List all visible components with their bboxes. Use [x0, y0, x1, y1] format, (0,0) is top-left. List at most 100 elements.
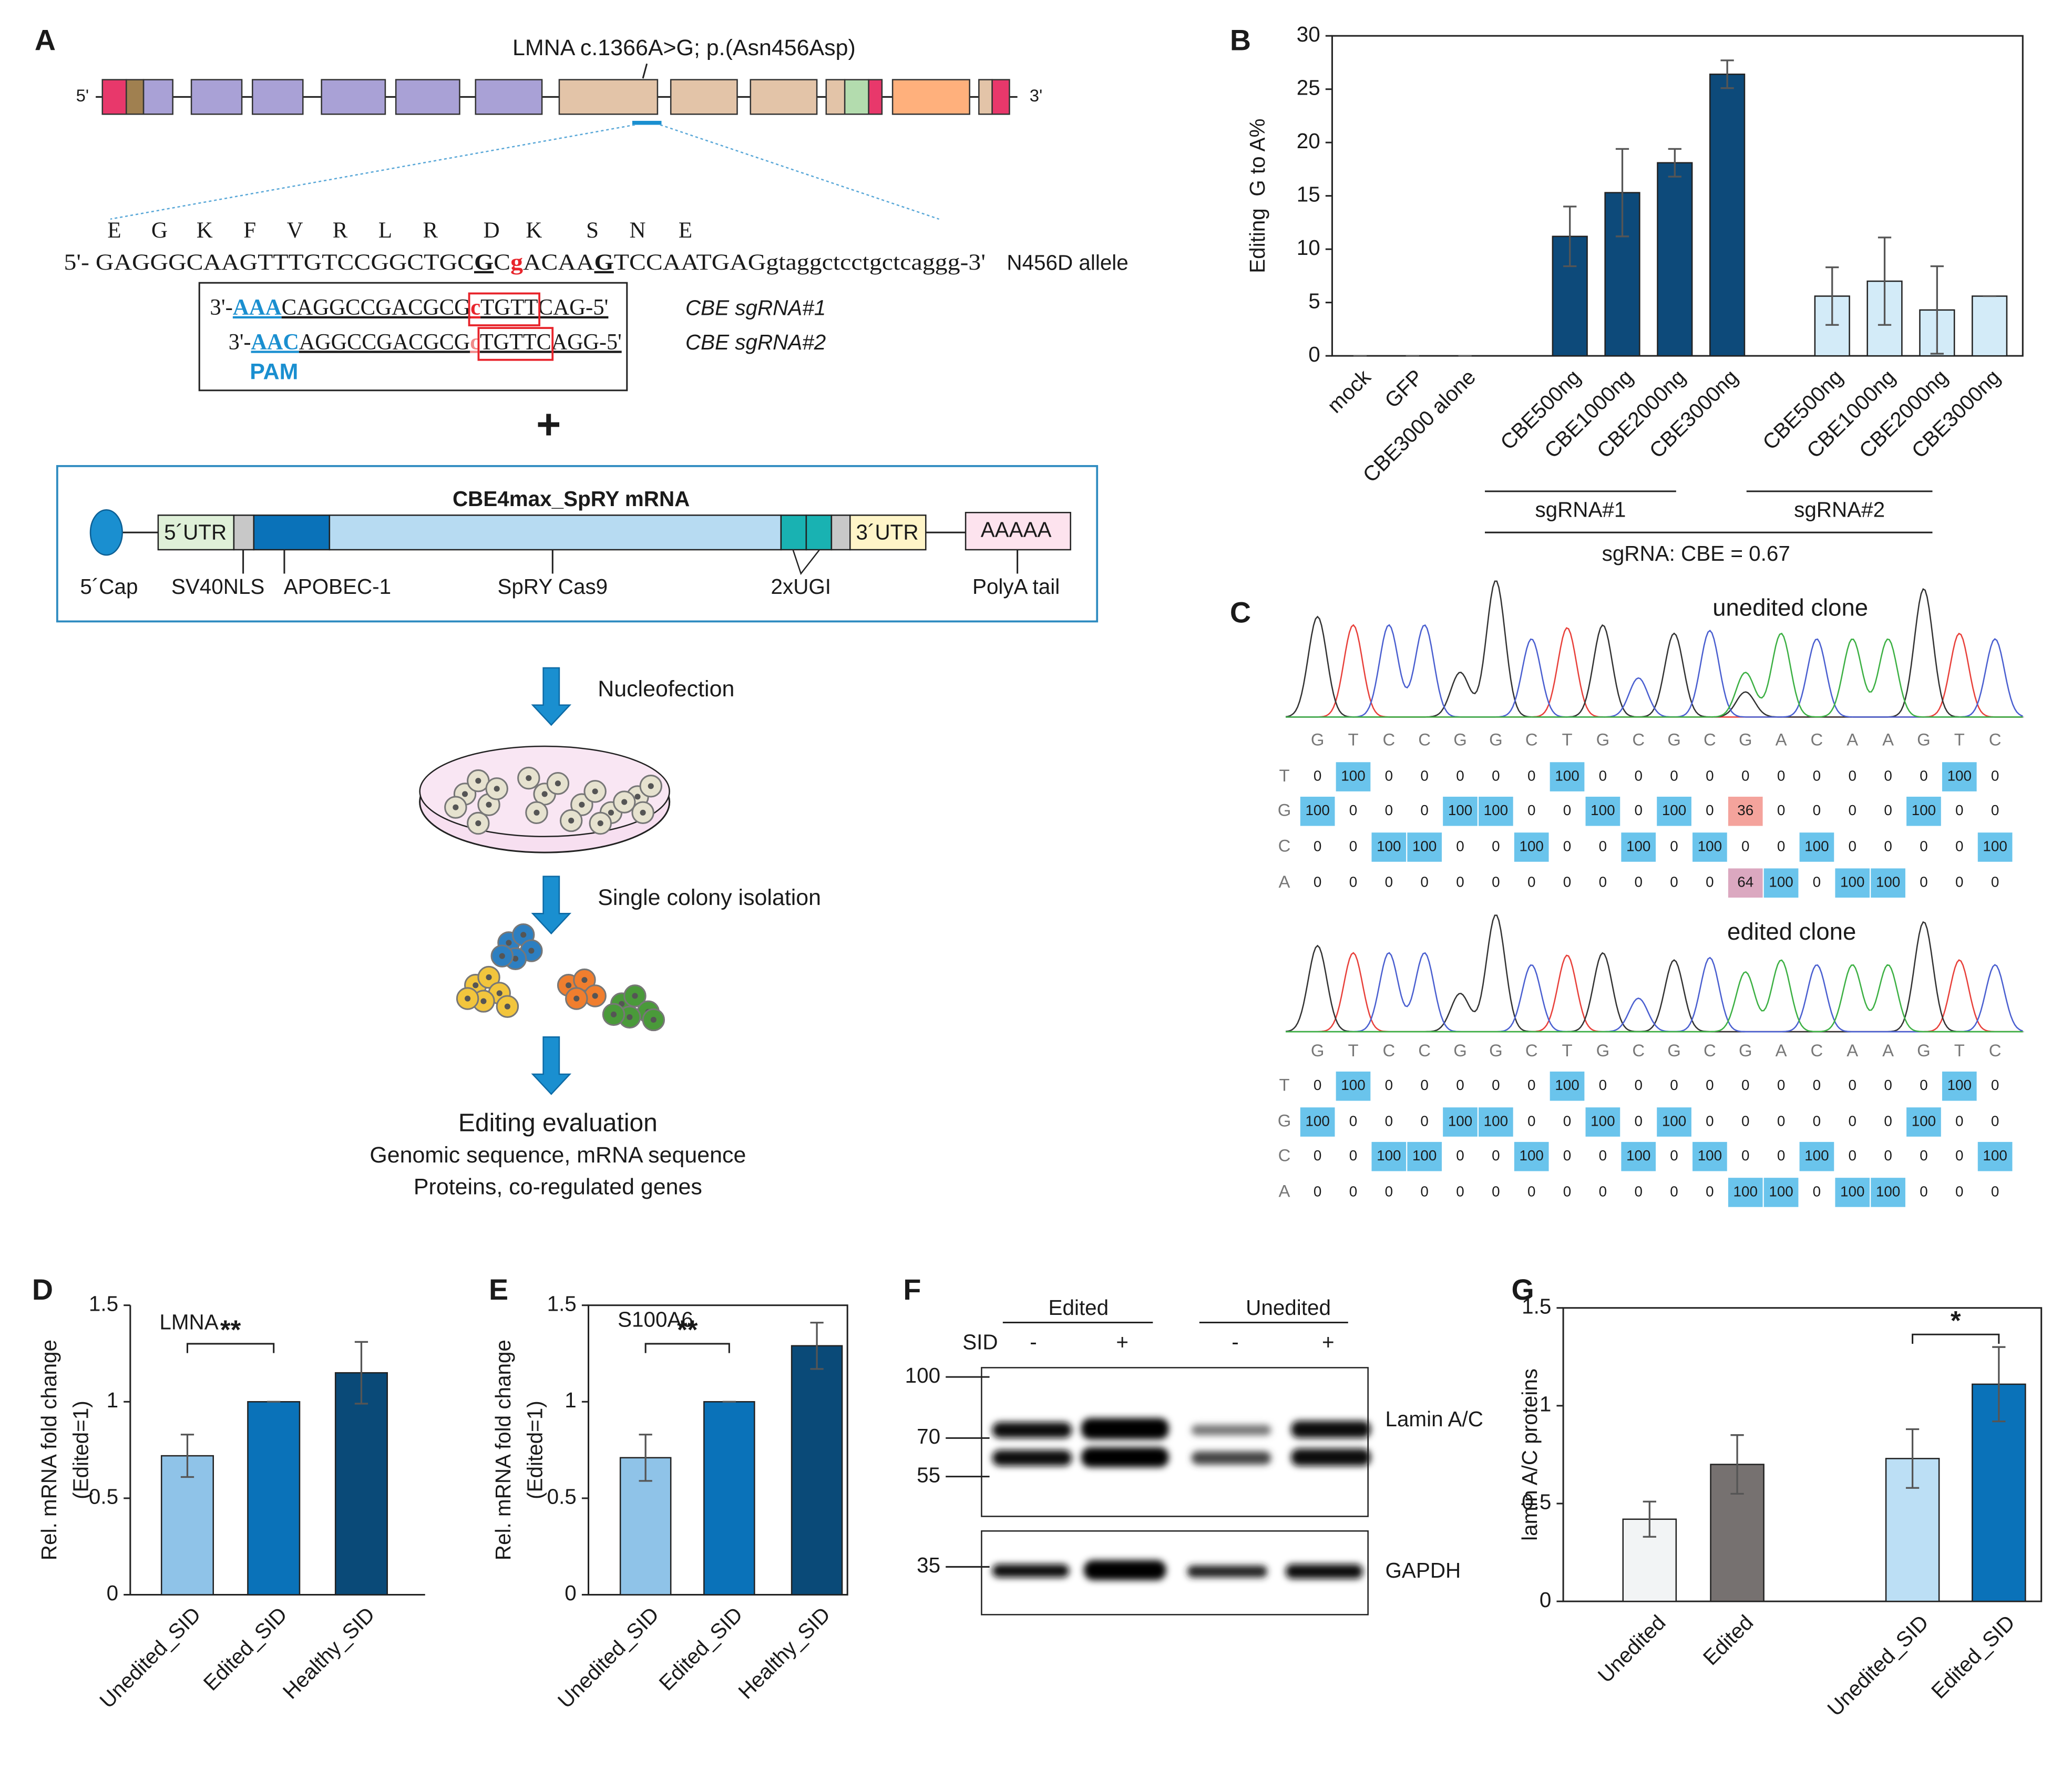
cell-value: 0: [1420, 802, 1428, 818]
mutation-label: LMNA c.1366A>G; p.(Asn456Asp): [512, 35, 856, 60]
cell-highlight: [1942, 1071, 1977, 1101]
y-tick-label: 20: [1297, 129, 1320, 153]
cell-value: 0: [1920, 1147, 1927, 1164]
nucleus: [496, 990, 502, 996]
cell-highlight: [1799, 1141, 1834, 1171]
nucleus: [581, 977, 588, 983]
base-call: G: [1489, 730, 1503, 749]
significance-bracket: [644, 1343, 730, 1353]
error-bar: [1905, 1428, 1920, 1489]
blot-group: Unedited: [1246, 1295, 1331, 1320]
row-label: T: [1279, 1075, 1289, 1094]
x-tick-label: Edited_SID: [654, 1602, 747, 1695]
guide-sequence: 3'-AACAGGCCGACGCGcTGTTCAGG-5': [229, 330, 622, 354]
bar: [1972, 295, 2008, 357]
y-axis-label: Editing G to A%: [1245, 119, 1269, 273]
seq-part: TCCAATGAG: [614, 250, 766, 275]
nucleus: [640, 809, 646, 816]
cell-value: 0: [1385, 802, 1393, 818]
nucleus: [555, 780, 561, 787]
cell-value: 0: [1991, 1113, 1999, 1129]
exon: [844, 79, 869, 115]
guide-part: CAGGCCGACGCG: [282, 295, 470, 320]
error-bar: [639, 1434, 652, 1482]
cell-highlight: [1336, 762, 1371, 791]
cell-value: 0: [1563, 874, 1571, 890]
nucleus: [634, 794, 641, 800]
nucleus: [480, 998, 487, 1004]
cell-value: 0: [1456, 767, 1464, 784]
cell-value: 0: [1420, 874, 1428, 890]
step-label: Nucleofection: [598, 676, 734, 702]
panel-label: A: [35, 24, 56, 57]
cell-value: 100: [1626, 1147, 1650, 1164]
target-box: [468, 292, 540, 326]
cell-highlight: [1300, 796, 1335, 826]
cell-highlight: [1407, 1141, 1442, 1171]
cell-value: 0: [1634, 802, 1642, 818]
nucleus: [494, 786, 500, 792]
base-call: G: [1596, 730, 1610, 749]
cell-value: 100: [1769, 874, 1793, 890]
trace: [1286, 624, 2023, 718]
cell-value: 100: [1341, 1077, 1365, 1093]
error-bar: [1563, 205, 1577, 267]
cell-value: 0: [1706, 802, 1714, 818]
base-call: G: [1453, 1041, 1467, 1060]
significance-label: *: [1951, 1305, 1961, 1335]
cell-value: 0: [1777, 767, 1785, 784]
cell-highlight: [1763, 868, 1799, 898]
cell-value: 0: [1849, 1113, 1856, 1129]
cell-value: 0: [1385, 874, 1393, 890]
cell-value: 0: [1456, 1077, 1464, 1093]
panel-label: D: [32, 1273, 53, 1306]
amino-acid: K: [526, 218, 542, 243]
nucleus: [610, 1011, 617, 1017]
cell-highlight: [1728, 868, 1763, 898]
group-label: sgRNA#2: [1794, 497, 1885, 521]
base-call: A: [1776, 1041, 1787, 1060]
cell-value: 0: [1955, 874, 1963, 890]
cell-value: 0: [1991, 1183, 1999, 1199]
row-label: G: [1278, 1111, 1291, 1130]
cell-value: 0: [1884, 802, 1892, 818]
cell-value: 0: [1349, 1113, 1357, 1129]
cell-value: 100: [1377, 838, 1401, 854]
error-bar: [354, 1341, 368, 1405]
nucleus: [568, 817, 575, 824]
lane-label: +: [1116, 1330, 1129, 1354]
cell-value: 0: [1849, 838, 1856, 854]
cell-highlight: [1763, 1178, 1799, 1207]
x-tick-label: Unedited_SID: [95, 1602, 205, 1713]
cell-highlight: [1371, 832, 1407, 862]
cell-value: 100: [1912, 802, 1936, 818]
cell-highlight: [1479, 796, 1513, 826]
cell-value: 0: [1920, 1077, 1927, 1093]
cell-value: 0: [1849, 1077, 1856, 1093]
y-tick-label: 15: [1297, 182, 1320, 206]
utr3-label: 3´UTR: [856, 520, 919, 544]
y-axis-label: lamin A/C proteins: [1517, 1368, 1542, 1541]
base-call: A: [1847, 730, 1858, 749]
row-label: T: [1279, 766, 1289, 785]
base-call: C: [1632, 730, 1645, 749]
panel-label: C: [1230, 596, 1251, 629]
mutation-tick: [642, 63, 648, 79]
cell-value: 100: [1840, 1183, 1864, 1199]
cell-value: 0: [1884, 767, 1892, 784]
exon: [558, 79, 659, 115]
cell-value: 100: [1341, 767, 1365, 784]
exon: [321, 79, 386, 115]
nucleus: [461, 791, 468, 797]
cell-value: 100: [1804, 838, 1829, 854]
y-tick-label: 0.5: [89, 1485, 118, 1509]
guide-part: AAC: [251, 330, 299, 354]
x-tick-label: Edited: [1698, 1610, 1758, 1670]
cell-highlight: [1550, 1071, 1585, 1101]
guide-part: AGGCCGACGCG: [299, 330, 470, 354]
construct-label: SpRY Cas9: [497, 574, 608, 599]
seq-part: 5'- GAGGGCAAGTTTGTCCGGCTGC: [64, 250, 474, 275]
cell-value: 0: [1599, 874, 1607, 890]
exon: [475, 79, 543, 115]
